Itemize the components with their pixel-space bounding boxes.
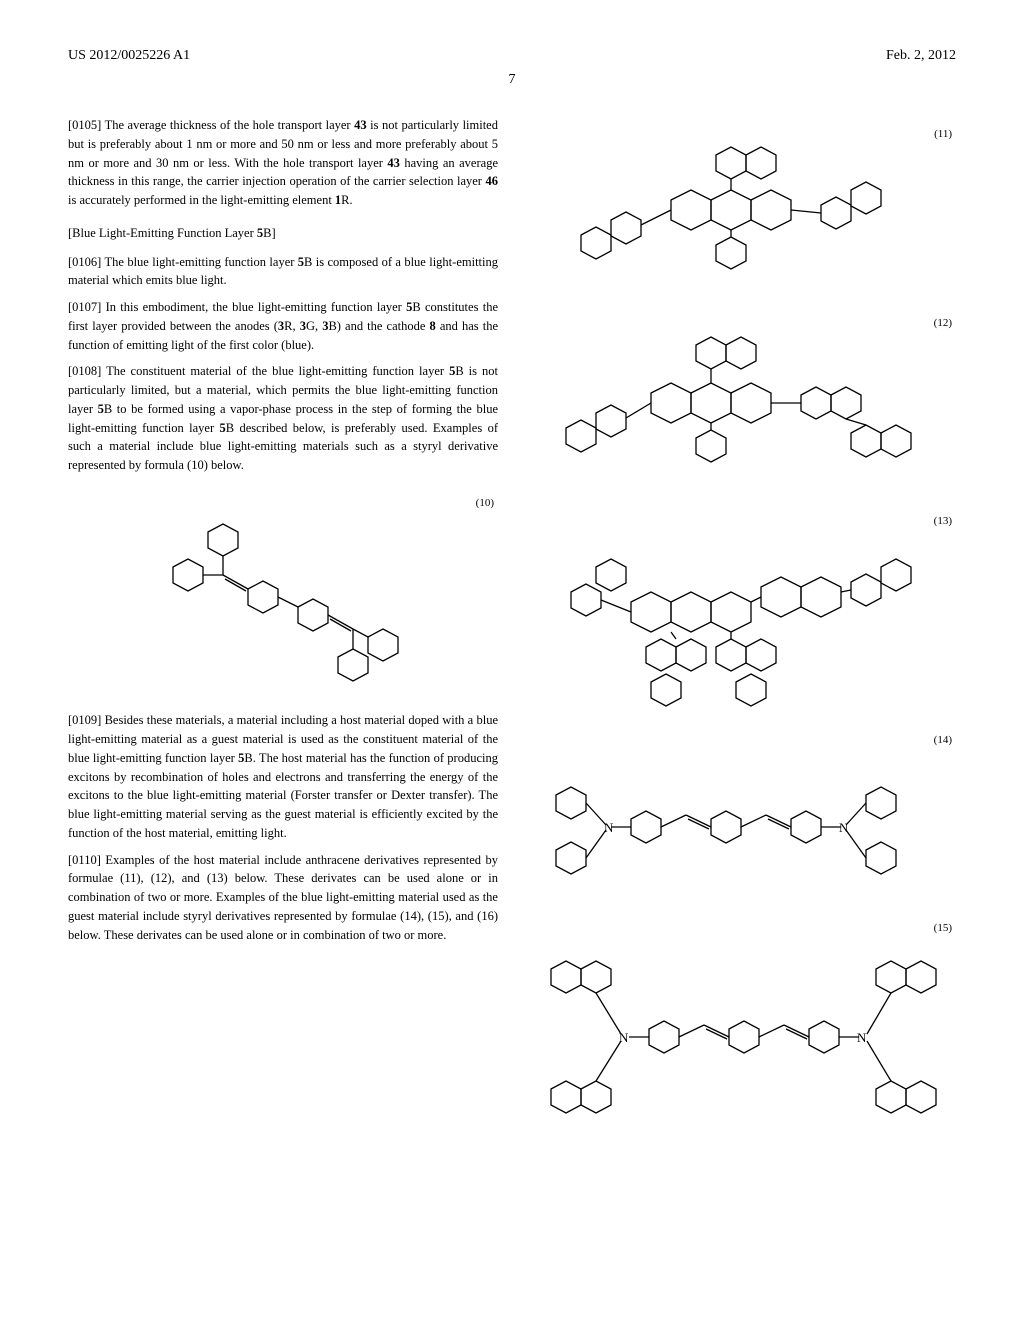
para-number: [0105] xyxy=(68,118,101,132)
paragraph-0107: [0107] In this embodiment, the blue ligh… xyxy=(68,298,498,354)
formula-13-label: (13) xyxy=(526,513,956,530)
chemical-structure-14: N N xyxy=(526,750,956,910)
chemical-structure-10 xyxy=(68,517,498,697)
patent-number: US 2012/0025226 A1 xyxy=(68,48,190,64)
svg-text:N: N xyxy=(839,820,849,835)
chemical-structure-15: N N xyxy=(526,939,956,1149)
para-number: [0107] xyxy=(68,300,101,314)
chemical-structure-11 xyxy=(526,145,956,305)
formula-12-label: (12) xyxy=(526,315,956,332)
formula-10-label: (10) xyxy=(68,495,498,512)
page-number: 7 xyxy=(68,72,956,88)
chemical-structure-13 xyxy=(526,532,956,722)
patent-date: Feb. 2, 2012 xyxy=(886,48,956,64)
left-column: [0105] The average thickness of the hole… xyxy=(68,116,498,1157)
svg-text:N: N xyxy=(619,1030,629,1045)
paragraph-0110: [0110] Examples of the host material inc… xyxy=(68,851,498,945)
para-number: [0110] xyxy=(68,853,101,867)
formula-14-label: (14) xyxy=(526,732,956,749)
formula-15-label: (15) xyxy=(526,920,956,937)
paragraph-0108: [0108] The constituent material of the b… xyxy=(68,362,498,475)
paragraph-0109: [0109] Besides these materials, a materi… xyxy=(68,711,498,842)
right-column: (11) xyxy=(526,116,956,1157)
formula-11-label: (11) xyxy=(526,126,956,143)
paragraph-0106: [0106] The blue light-emitting function … xyxy=(68,253,498,291)
svg-text:N: N xyxy=(857,1030,867,1045)
para-number: [0106] xyxy=(68,255,101,269)
chemical-structure-12 xyxy=(526,333,956,503)
para-number: [0108] xyxy=(68,364,101,378)
section-title-blue-layer: [Blue Light-Emitting Function Layer 5B] xyxy=(68,224,498,243)
paragraph-0105: [0105] The average thickness of the hole… xyxy=(68,116,498,210)
svg-text:N: N xyxy=(604,820,614,835)
para-number: [0109] xyxy=(68,713,101,727)
